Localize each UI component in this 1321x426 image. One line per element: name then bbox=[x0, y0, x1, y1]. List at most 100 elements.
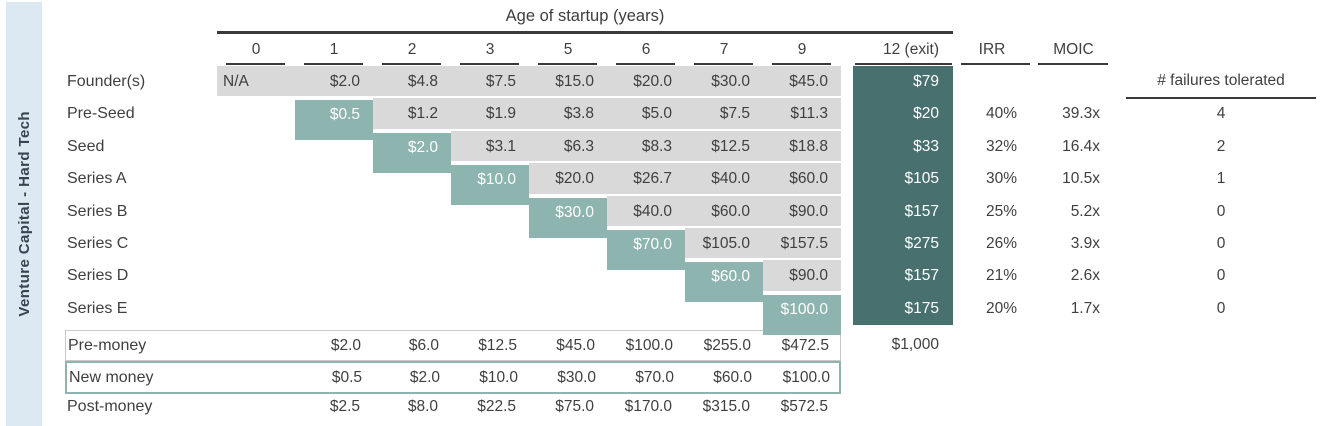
empty-cell bbox=[529, 260, 607, 292]
moic-value: 1.7x bbox=[1070, 299, 1100, 317]
failures-value: 0 bbox=[1216, 202, 1226, 220]
title-row: Age of startup (years) bbox=[65, 4, 1316, 34]
exit-value-cell: $275 bbox=[853, 227, 953, 261]
funding-round-row: Pre-Seed $0.5 $1.2 $1.9 $3.8 $5.0 $7.5 $11.3 $20… bbox=[65, 98, 1316, 141]
moic-value: 3.9x bbox=[1070, 234, 1100, 252]
empty-cell bbox=[217, 131, 295, 163]
valuation-cell: $3.8 bbox=[529, 98, 607, 131]
irr-value: 32% bbox=[985, 137, 1017, 155]
failures-value: 2 bbox=[1216, 137, 1226, 155]
spacer bbox=[841, 260, 853, 292]
spacer bbox=[1116, 228, 1126, 260]
valuation-cell: $26.7 bbox=[607, 163, 685, 196]
exit-value-cell: $105 bbox=[853, 163, 953, 196]
age-column-header: 0 bbox=[217, 34, 295, 66]
spacer bbox=[841, 228, 853, 260]
empty-cell bbox=[451, 293, 529, 325]
empty-cell bbox=[451, 228, 529, 260]
exit-value-cell: $20 bbox=[853, 98, 953, 131]
irr-value bbox=[953, 66, 1031, 98]
valuation-cell: $7.5 bbox=[685, 98, 763, 131]
age-column-header: 5 bbox=[529, 34, 607, 66]
empty-cell bbox=[295, 196, 373, 228]
diagonal-cell-wrap: $100.0 bbox=[763, 293, 841, 335]
round-label: Seed bbox=[67, 137, 105, 155]
new-investment-value: $2.0 bbox=[373, 132, 451, 173]
funding-round-row: Seed $2.0 $3.1 $6.3 $8.3 $12.5 $18.8 $33 32% 16.4… bbox=[65, 130, 1316, 173]
valuation-cell: $40.0 bbox=[685, 163, 763, 196]
spacer bbox=[1116, 163, 1126, 195]
new-investment-value: $60.0 bbox=[685, 262, 763, 303]
valuation-cell: $11.3 bbox=[763, 98, 841, 131]
failures-value: 4 bbox=[1216, 105, 1226, 123]
valuation-cell: $90.0 bbox=[763, 195, 841, 228]
round-label: Series D bbox=[67, 267, 129, 285]
valuation-cell: $12.5 bbox=[685, 130, 763, 164]
summary-value-cell: $22.5 bbox=[477, 398, 516, 416]
valuation-cell: N/A bbox=[217, 66, 295, 99]
summary-value-cell: $472.5 bbox=[781, 337, 829, 355]
round-label: Series A bbox=[67, 170, 127, 188]
spacer bbox=[841, 330, 853, 361]
valuation-cell: $20.0 bbox=[607, 66, 685, 99]
diagonal-cell-wrap: $60.0 bbox=[685, 260, 763, 303]
empty-cell bbox=[217, 98, 295, 130]
summary-label: Pre-money bbox=[68, 337, 147, 355]
funding-round-row: Series E $100.0 $175 20% 1.7x 0 bbox=[65, 292, 1316, 335]
summary-exit-cell bbox=[853, 361, 953, 394]
spacer bbox=[1116, 131, 1126, 163]
age-column-header: 1 bbox=[295, 34, 373, 66]
round-label: Series E bbox=[67, 299, 128, 317]
funding-round-row: Series C $70.0 $105.0 $157.5 $275 26% 3.9x 0 bbox=[65, 227, 1316, 270]
moic-value bbox=[1031, 66, 1116, 98]
summary-label: Post-money bbox=[67, 398, 153, 416]
summary-value-cell: $8.0 bbox=[407, 398, 438, 416]
valuation-cell: $15.0 bbox=[529, 66, 607, 99]
spacer bbox=[841, 163, 853, 195]
spacer bbox=[1116, 260, 1126, 292]
moic-value: 39.3x bbox=[1062, 105, 1100, 123]
failures-value: 0 bbox=[1216, 267, 1226, 285]
diagonal-cell-wrap: $0.5 bbox=[295, 98, 373, 141]
summary-value-cell: $60.0 bbox=[713, 369, 752, 387]
summary-value-cell: $30.0 bbox=[557, 369, 596, 387]
column-header-row: 0 1 2 3 5 6 7 9 12 (exit) IRR MOIC bbox=[65, 34, 1316, 66]
moic-value: 10.5x bbox=[1062, 170, 1100, 188]
spacer bbox=[841, 34, 853, 66]
age-column-header: 2 bbox=[373, 34, 451, 66]
valuation-cell: $1.2 bbox=[373, 98, 451, 131]
summary-value-cell: $2.0 bbox=[409, 369, 440, 387]
failures-value: 0 bbox=[1216, 299, 1226, 317]
spacer bbox=[1116, 66, 1126, 98]
summary-value-cell: $6.0 bbox=[408, 337, 439, 355]
irr-value: 26% bbox=[985, 234, 1017, 252]
empty-cell bbox=[607, 293, 685, 325]
summary-box: Post-money $2.5 $8.0 $22.5 $75.0 $170.0 $315.0… bbox=[65, 392, 841, 423]
new-investment-value: $0.5 bbox=[295, 100, 373, 141]
empty-cell bbox=[217, 196, 295, 228]
summary-exit-cell: $1,000 bbox=[891, 336, 939, 354]
empty-cell bbox=[451, 260, 529, 292]
empty-cell bbox=[217, 228, 295, 260]
irr-value: 20% bbox=[985, 299, 1017, 317]
failures-header-cell: # failures tolerated bbox=[1126, 66, 1316, 99]
valuation-cell: $157.5 bbox=[763, 227, 841, 261]
moic-value: 16.4x bbox=[1062, 137, 1100, 155]
age-column-header: 3 bbox=[451, 34, 529, 66]
empty-cell bbox=[373, 260, 451, 292]
summary-value-cell: $2.0 bbox=[330, 337, 361, 355]
valuation-cell: $90.0 bbox=[763, 260, 841, 293]
valuation-cell: $20.0 bbox=[529, 163, 607, 196]
empty-cell bbox=[295, 260, 373, 292]
summary-value-cell: $255.0 bbox=[703, 337, 751, 355]
moic-column-header: MOIC bbox=[1031, 34, 1116, 66]
round-label: Pre-Seed bbox=[67, 105, 135, 123]
empty-cell bbox=[217, 260, 295, 292]
summary-value-cell: $12.5 bbox=[478, 337, 517, 355]
summary-value-cell: $70.0 bbox=[635, 369, 674, 387]
funding-round-row: Series D $60.0 $90.0 $157 21% 2.6x 0 bbox=[65, 260, 1316, 303]
moic-value: 5.2x bbox=[1070, 202, 1100, 220]
summary-box: New money $0.5 $2.0 $10.0 $30.0 $70.0 $60.0 $10… bbox=[65, 361, 841, 395]
empty-cell bbox=[217, 392, 295, 423]
